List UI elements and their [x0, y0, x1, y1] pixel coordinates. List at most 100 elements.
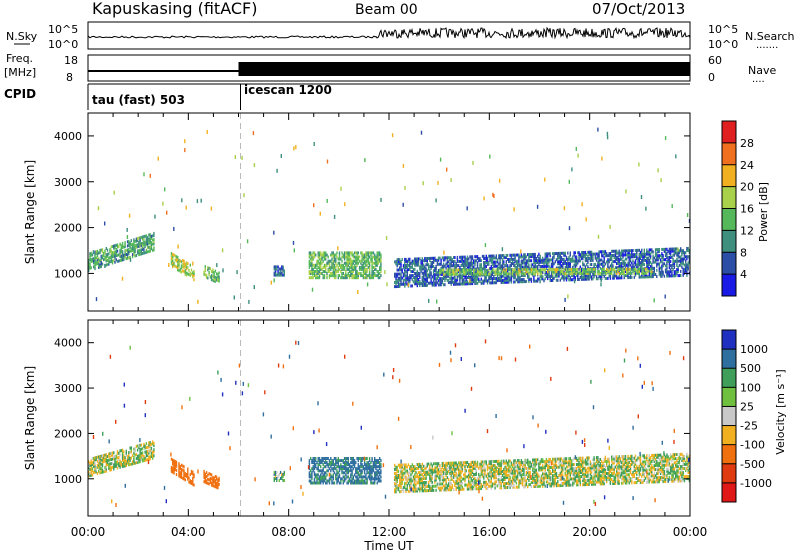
data-cell	[606, 252, 607, 255]
data-cell	[176, 266, 177, 269]
data-cell	[150, 455, 151, 458]
data-cell	[469, 269, 470, 272]
data-cell	[488, 261, 489, 264]
data-cell	[550, 275, 551, 278]
data-cell	[476, 273, 477, 276]
data-cell	[364, 480, 365, 483]
data-cell	[528, 263, 529, 266]
data-cell	[478, 257, 479, 260]
data-cell	[358, 251, 359, 254]
data-cell	[457, 264, 458, 267]
data-cell	[496, 254, 497, 257]
data-cell	[398, 258, 399, 261]
data-cell	[409, 471, 410, 474]
data-cell	[563, 272, 564, 275]
data-cell	[650, 261, 651, 264]
data-cell	[513, 254, 514, 257]
data-cell	[462, 256, 463, 259]
data-cell	[344, 457, 345, 460]
data-cell	[188, 273, 189, 276]
data-cell	[293, 241, 294, 245]
data-cell	[684, 251, 685, 254]
data-cell	[91, 460, 92, 463]
data-cell	[271, 281, 272, 285]
data-cell	[175, 460, 176, 463]
data-cell	[329, 477, 330, 480]
data-cell	[434, 267, 435, 270]
data-cell	[131, 463, 132, 466]
power-panel-frame	[88, 113, 690, 311]
data-cell	[369, 463, 370, 466]
data-cell	[435, 475, 436, 478]
data-cell	[403, 478, 404, 481]
data-cell	[435, 470, 436, 473]
data-cell	[433, 269, 434, 272]
data-cell	[310, 276, 311, 279]
data-cell	[533, 276, 534, 279]
data-cell	[341, 477, 342, 480]
data-cell	[310, 469, 311, 472]
data-cell	[478, 271, 479, 274]
data-cell	[604, 250, 605, 253]
data-cell	[151, 235, 152, 238]
data-cell	[276, 169, 277, 173]
data-cell	[380, 463, 381, 466]
data-cell	[335, 258, 336, 261]
data-cell	[553, 252, 554, 255]
data-cell	[644, 249, 645, 252]
data-cell	[435, 198, 436, 202]
data-cell	[655, 273, 656, 276]
data-cell	[660, 254, 661, 257]
data-cell	[542, 268, 543, 271]
data-cell	[453, 281, 454, 284]
data-cell	[458, 274, 459, 277]
data-cell	[550, 252, 551, 255]
data-cell	[315, 482, 316, 485]
data-cell	[172, 467, 173, 470]
data-cell	[408, 463, 409, 466]
data-cell	[467, 276, 468, 279]
data-cell	[378, 475, 379, 478]
data-cell	[423, 469, 424, 472]
power-ylabel: Slant Range [km]	[23, 160, 37, 264]
data-cell	[334, 482, 335, 485]
data-cell	[188, 477, 189, 480]
data-cell	[354, 251, 355, 254]
data-cell	[379, 266, 380, 269]
data-cell	[137, 455, 138, 458]
data-cell	[349, 251, 350, 254]
data-cell	[639, 249, 640, 252]
data-cell	[367, 282, 368, 286]
data-cell	[142, 447, 143, 450]
data-cell	[318, 477, 319, 480]
data-cell	[320, 459, 321, 462]
data-cell	[609, 225, 610, 229]
data-cell	[622, 268, 623, 271]
data-cell	[482, 267, 483, 270]
data-cell	[343, 475, 344, 478]
data-cell	[190, 272, 191, 275]
data-cell	[364, 276, 365, 279]
data-cell	[98, 252, 99, 255]
data-cell	[111, 250, 112, 253]
data-cell	[153, 246, 154, 249]
data-cell	[665, 136, 666, 140]
data-cell	[432, 282, 433, 285]
data-cell	[345, 477, 346, 480]
data-cell	[181, 271, 182, 274]
data-cell	[597, 128, 598, 132]
data-cell	[144, 451, 145, 454]
data-cell	[506, 254, 507, 257]
data-cell	[652, 271, 653, 274]
data-cell	[366, 268, 367, 271]
data-cell	[595, 253, 596, 256]
data-cell	[354, 459, 355, 462]
data-cell	[281, 154, 282, 158]
data-cell	[133, 238, 134, 241]
data-cell	[489, 267, 490, 270]
data-cell	[601, 157, 602, 161]
data-cell	[588, 251, 589, 254]
colorbar-swatch	[722, 165, 736, 187]
data-cell	[131, 446, 132, 449]
data-cell	[119, 460, 120, 463]
